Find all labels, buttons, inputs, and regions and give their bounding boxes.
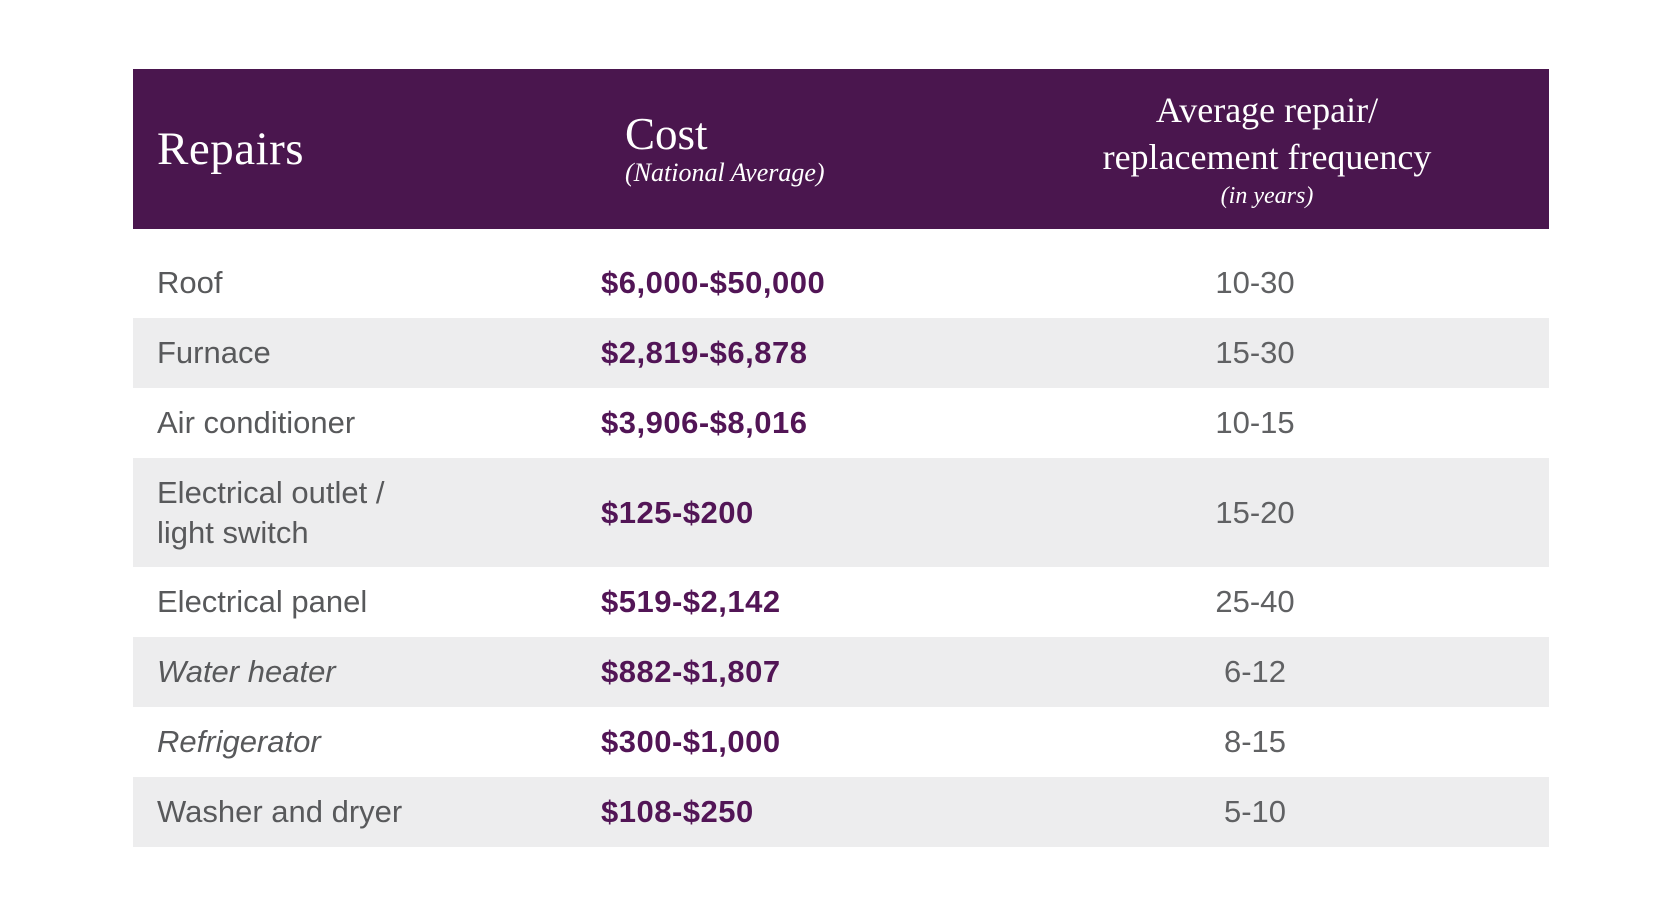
header-repairs: Repairs <box>133 69 625 229</box>
cost-cell: $300-$1,000 <box>601 724 781 759</box>
table-row: Refrigerator $300-$1,000 8-15 <box>133 707 1549 777</box>
table-row: Electrical outlet / light switch $125-$2… <box>133 458 1549 567</box>
cost-cell: $882-$1,807 <box>601 654 781 689</box>
table-row: Air conditioner $3,906-$8,016 10-15 <box>133 388 1549 458</box>
frequency-cell: 5-10 <box>1223 794 1287 829</box>
header-cost-sublabel: (National Average) <box>625 158 825 187</box>
repair-name-cell: Roof <box>157 265 223 300</box>
cost-cell: $2,819-$6,878 <box>601 335 808 370</box>
cost-cell: $3,906-$8,016 <box>601 405 808 440</box>
repair-name-cell: Air conditioner <box>157 405 356 440</box>
frequency-cell: 10-30 <box>1215 265 1295 300</box>
cost-cell: $125-$200 <box>601 494 754 530</box>
repair-name-cell: Refrigerator <box>157 724 321 759</box>
repair-name-cell: Furnace <box>157 335 271 370</box>
table-body: Roof $6,000-$50,000 10-30 Furnace $2,819… <box>133 229 1549 847</box>
header-frequency-sublabel: (in years) <box>1220 183 1314 209</box>
frequency-cell: 6-12 <box>1223 654 1287 689</box>
frequency-cell: 10-15 <box>1215 405 1295 440</box>
frequency-cell: 15-30 <box>1215 335 1295 370</box>
frequency-cell: 15-20 <box>1215 494 1295 530</box>
table-row: Electrical panel $519-$2,142 25-40 <box>133 567 1549 637</box>
table-row: Washer and dryer $108-$250 5-10 <box>133 777 1549 847</box>
header-cost-label: Cost <box>625 109 708 159</box>
home-repair-cost-table: Repairs Cost (National Average) Average … <box>133 69 1549 847</box>
cost-cell: $6,000-$50,000 <box>601 265 826 300</box>
header-repairs-label: Repairs <box>157 123 305 175</box>
table-row: Roof $6,000-$50,000 10-30 <box>133 248 1549 318</box>
repair-name-cell: Electrical outlet / light switch <box>157 474 385 550</box>
repair-name-cell: Water heater <box>157 654 336 689</box>
repair-name-cell: Washer and dryer <box>157 794 403 829</box>
frequency-cell: 8-15 <box>1223 724 1287 759</box>
cost-cell: $519-$2,142 <box>601 584 781 619</box>
repair-name-cell: Electrical panel <box>157 584 368 619</box>
frequency-cell: 25-40 <box>1215 584 1295 619</box>
table-header-row: Repairs Cost (National Average) Average … <box>133 69 1549 229</box>
table-row: Water heater $882-$1,807 6-12 <box>133 637 1549 707</box>
header-frequency-label: Average repair/ replacement frequency <box>1102 90 1432 177</box>
header-cost: Cost (National Average) <box>625 69 985 229</box>
header-frequency: Average repair/ replacement frequency (i… <box>985 69 1549 229</box>
cost-cell: $108-$250 <box>601 794 754 829</box>
table-row: Furnace $2,819-$6,878 15-30 <box>133 318 1549 388</box>
